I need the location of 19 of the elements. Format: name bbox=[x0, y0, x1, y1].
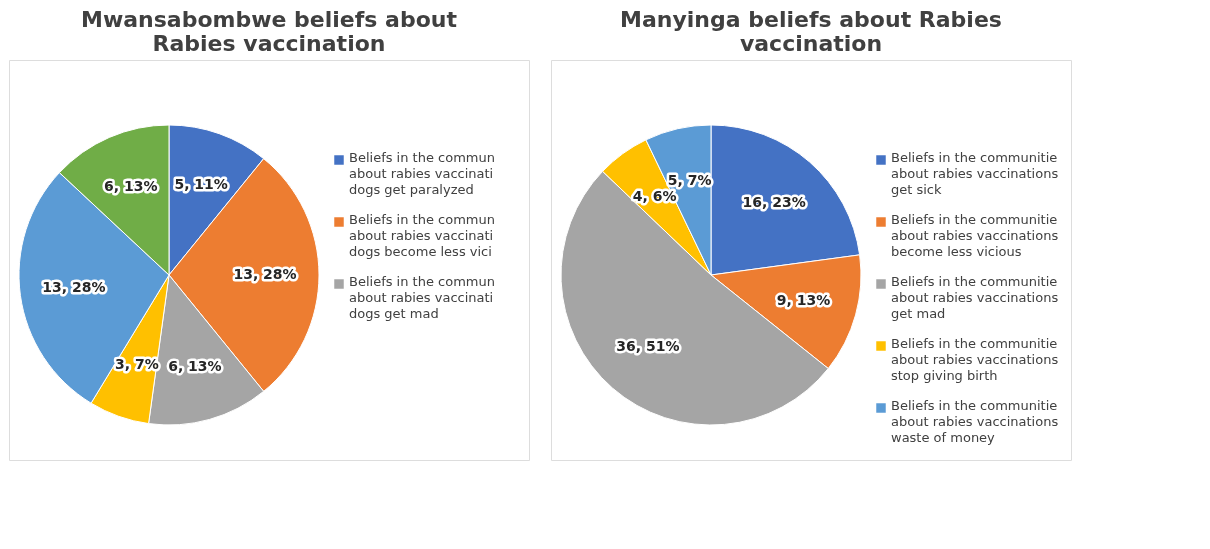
legend-label: Beliefs in the commun about rabies vaccinati dogs get paralyzed bbox=[349, 150, 495, 197]
data-label: 13, 28% bbox=[233, 266, 297, 282]
legend-label: Beliefs in the communitie about rabies vaccinations stop giving birth bbox=[891, 336, 1059, 383]
legend-label: Beliefs in the communitie about rabies vaccinations get mad bbox=[891, 274, 1059, 321]
data-label: 5, 7% bbox=[667, 172, 712, 189]
data-label: 13, 28% bbox=[42, 279, 106, 296]
legend-label: Beliefs in the communitie about rabies vaccinations waste of money bbox=[891, 398, 1059, 445]
legend-label: Beliefs in the communitie about rabies vaccinations get sick bbox=[891, 150, 1059, 197]
chart-title: Manyinga beliefs about Rabies vaccination bbox=[620, 7, 1002, 56]
chart-title: Mwansabombwe beliefs about Rabies vaccination bbox=[81, 7, 458, 56]
data-label: 5, 11% bbox=[174, 175, 228, 192]
data-label: 16, 23% bbox=[742, 193, 806, 210]
data-label: 6, 13% bbox=[168, 358, 222, 375]
legend-label: Beliefs in the commun about rabies vaccinati dogs become less vici bbox=[349, 212, 495, 259]
legend-label: Beliefs in the commun about rabies vaccinati dogs get mad bbox=[349, 274, 495, 321]
data-label: 6, 13% bbox=[104, 177, 158, 194]
legend-label: Beliefs in the communitie about rabies vaccinations become less vicious bbox=[891, 212, 1059, 259]
data-label: 9, 13% bbox=[776, 291, 831, 308]
data-label: 36, 51% bbox=[616, 338, 680, 355]
